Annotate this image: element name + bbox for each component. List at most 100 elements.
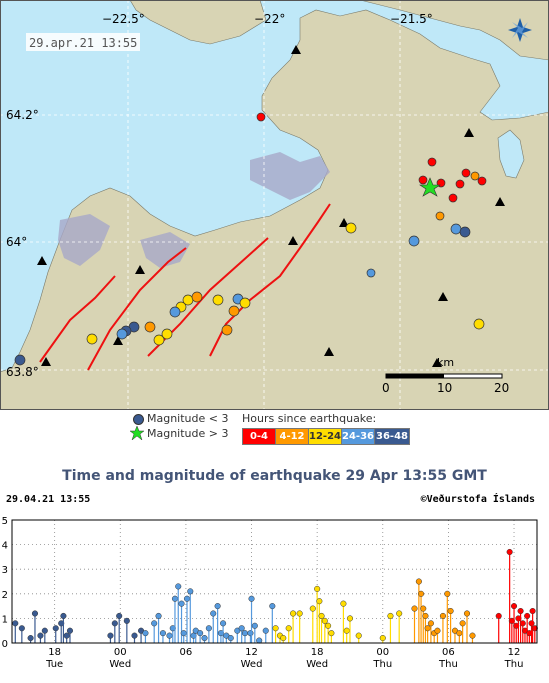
legend-magnitude-large: Magnitude > 3: [147, 427, 229, 440]
earthquake-map: 29.apr.21 13:55 −22.5° −22° −21.5° 64.2°…: [0, 0, 549, 410]
quake-point: [427, 620, 434, 627]
quake-point: [316, 598, 323, 605]
quake-point: [155, 612, 162, 619]
quake-point: [248, 595, 255, 602]
quake-point: [131, 632, 138, 639]
chart-copyright: ©Veðurstofa Íslands: [420, 494, 535, 505]
hours-box-36-48: 36-48: [374, 428, 410, 445]
quake-point: [31, 610, 39, 617]
quake-point: [142, 630, 149, 637]
y-tick-label: 5: [2, 516, 8, 527]
scale-unit: km: [437, 356, 454, 369]
quake-point: [506, 548, 513, 556]
y-tick-label: 1: [2, 614, 8, 625]
lava-field: [58, 214, 110, 266]
quake-point: [180, 630, 187, 637]
lava-field: [140, 232, 190, 268]
quake-point: [269, 603, 276, 610]
x-tick-hour: 12: [508, 647, 521, 658]
quake-point: [41, 627, 48, 634]
land-northeast: [359, 0, 549, 61]
quake-point: [396, 610, 403, 617]
quake-point: [272, 625, 279, 632]
quake-point: [424, 625, 431, 632]
quake-point: [418, 590, 425, 597]
chart-frame: [11, 519, 538, 644]
lat-label: 63.8°: [6, 365, 39, 379]
land-north: [129, 0, 267, 45]
x-tick-day: Thu: [372, 659, 392, 670]
quake-point: [107, 632, 114, 639]
quake-point: [205, 625, 212, 632]
quake-point: [187, 588, 194, 595]
quake-point: [387, 612, 394, 619]
quake-point: [60, 612, 67, 619]
quake-point: [66, 627, 74, 634]
quake-point: [214, 603, 221, 610]
quake-point: [508, 617, 515, 624]
chart-timestamp: 29.04.21 13:55: [6, 494, 91, 505]
quake-point: [201, 635, 208, 642]
quake-point: [111, 620, 118, 627]
chart-grid: [12, 520, 537, 643]
x-tick-day: Tue: [45, 659, 63, 670]
x-tick-hour: 06: [442, 647, 455, 658]
scale-tick: 10: [437, 381, 452, 395]
scale-tick: 20: [494, 381, 509, 395]
quake-point: [159, 630, 166, 637]
hours-box-24-36: 24-36: [341, 428, 375, 445]
map-legend: Magnitude < 3 Magnitude > 3 Hours since …: [0, 410, 549, 450]
quake-point: [290, 610, 297, 617]
quake-point: [415, 578, 422, 585]
quake-point: [321, 617, 328, 624]
map-timestamp: 29.apr.21 13:55: [29, 36, 137, 50]
legend-hours-title: Hours since earthquake:: [242, 412, 377, 425]
quake-point: [529, 607, 536, 615]
magnitude-small-dot-icon: [133, 414, 144, 425]
quake-point: [52, 625, 59, 632]
quake-point: [12, 620, 19, 627]
quake-point: [247, 630, 254, 637]
chart-title: Time and magnitude of earthquake 29 Apr …: [62, 468, 487, 484]
largest-quake-star-icon: [419, 177, 441, 197]
quake-point: [325, 622, 332, 629]
x-tick-day: Wed: [306, 659, 328, 670]
quake-point: [515, 615, 522, 622]
earthquake-dots: [14, 112, 487, 366]
quake-point: [343, 627, 350, 634]
chart-y-axis: 0 1 2 3 4 5: [2, 516, 8, 650]
lava-field: [250, 152, 330, 200]
quake-point: [123, 617, 130, 624]
timestamp-box: [26, 33, 140, 51]
quake-point: [346, 615, 354, 622]
quake-point: [238, 625, 245, 632]
magnitude-large-star-icon: [130, 426, 144, 440]
land-reykjanes: [0, 9, 549, 410]
volcano-markers: [37, 45, 505, 367]
quake-point: [439, 612, 446, 619]
quake-point: [447, 607, 454, 615]
quake-point: [251, 622, 258, 629]
lon-label: −22.5°: [102, 12, 145, 26]
x-tick-hour: 18: [311, 647, 324, 658]
lon-label: −22°: [254, 12, 285, 26]
y-tick-label: 4: [2, 541, 8, 552]
x-tick-day: Thu: [438, 659, 458, 670]
x-tick-hour: 06: [180, 647, 193, 658]
quake-point: [309, 605, 316, 612]
quake-point: [220, 620, 227, 627]
x-tick-hour: 00: [376, 647, 389, 658]
quake-point: [517, 607, 524, 615]
quake-point: [469, 632, 476, 639]
quake-point: [528, 620, 535, 627]
quake-point: [328, 630, 335, 637]
quake-point: [318, 612, 325, 619]
lat-label: 64.2°: [6, 108, 39, 122]
quake-point: [513, 622, 520, 629]
x-tick-hour: 18: [48, 647, 61, 658]
quake-point: [175, 583, 182, 590]
quake-point: [411, 605, 418, 612]
quake-point: [444, 590, 451, 597]
